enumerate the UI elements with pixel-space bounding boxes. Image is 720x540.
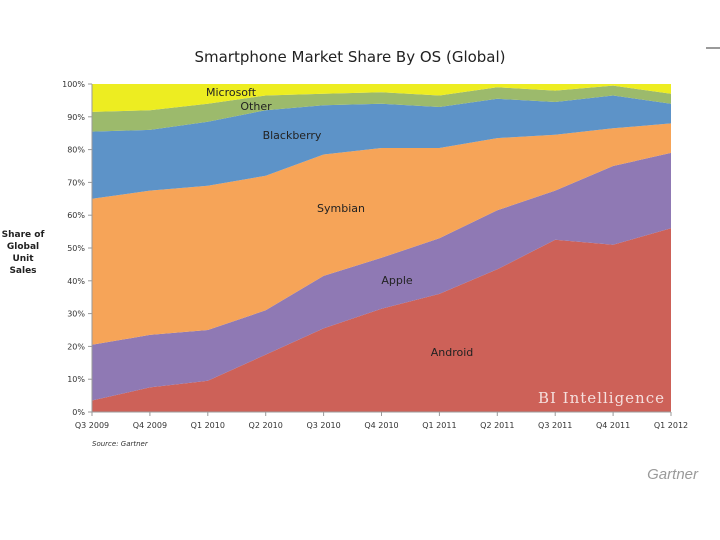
y-tick-label: 90% <box>67 113 85 122</box>
x-tick-label: Q3 2011 <box>538 421 572 430</box>
series-label-microsoft: Microsoft <box>206 86 257 99</box>
x-tick-label: Q1 2010 <box>191 421 225 430</box>
area-other <box>92 85 671 132</box>
y-axis-label: Share of Global Unit Sales <box>1 230 45 276</box>
x-tick-label: Q4 2009 <box>133 421 167 430</box>
y-tick-label: 10% <box>67 375 85 384</box>
series-label-apple: Apple <box>381 274 413 287</box>
x-tick-label: Q1 2011 <box>422 421 456 430</box>
gartner-caption: Gartner <box>647 466 698 483</box>
area-microsoft <box>92 84 671 112</box>
series-label-android: Android <box>431 346 474 359</box>
series-label-other: Other <box>240 100 272 113</box>
x-tick-label: Q1 2012 <box>654 421 688 430</box>
series-label-blackberry: Blackberry <box>263 129 322 142</box>
y-axis-ticks: 0% 10% 20% 30% 40% 50% 60% 70% 80% 90% 100% <box>62 80 92 417</box>
y-tick-label: 60% <box>67 211 85 220</box>
y-tick-label: 20% <box>67 342 85 351</box>
x-axis-ticks: Q3 2009 Q4 2009 Q1 2010 Q2 2010 Q3 2010 Q4 20… <box>75 412 688 430</box>
x-tick-label: Q2 2010 <box>249 421 283 430</box>
chart-title: Smartphone Market Share By OS (Global) <box>194 48 506 66</box>
y-tick-label: 80% <box>67 146 85 155</box>
area-apple <box>92 152 671 401</box>
y-tick-label: 0% <box>72 408 85 417</box>
source-note: Source: Gartner <box>92 440 148 448</box>
corner-decoration <box>706 47 720 49</box>
y-tick-label: 70% <box>67 178 85 187</box>
y-tick-label: 50% <box>67 244 85 253</box>
x-tick-label: Q4 2010 <box>364 421 398 430</box>
area-android <box>92 228 671 412</box>
area-blackberry <box>92 95 671 199</box>
x-tick-label: Q3 2009 <box>75 421 109 430</box>
bi-intelligence-watermark: BI Intelligence <box>538 389 665 407</box>
series-label-symbian: Symbian <box>317 202 365 215</box>
y-tick-label: 30% <box>67 310 85 319</box>
x-tick-label: Q2 2011 <box>480 421 514 430</box>
y-tick-label: 40% <box>67 277 85 286</box>
area-symbian <box>92 123 671 345</box>
y-tick-label: 100% <box>62 80 85 89</box>
x-tick-label: Q3 2010 <box>306 421 340 430</box>
x-tick-label: Q4 2011 <box>596 421 630 430</box>
series-areas <box>92 84 671 412</box>
